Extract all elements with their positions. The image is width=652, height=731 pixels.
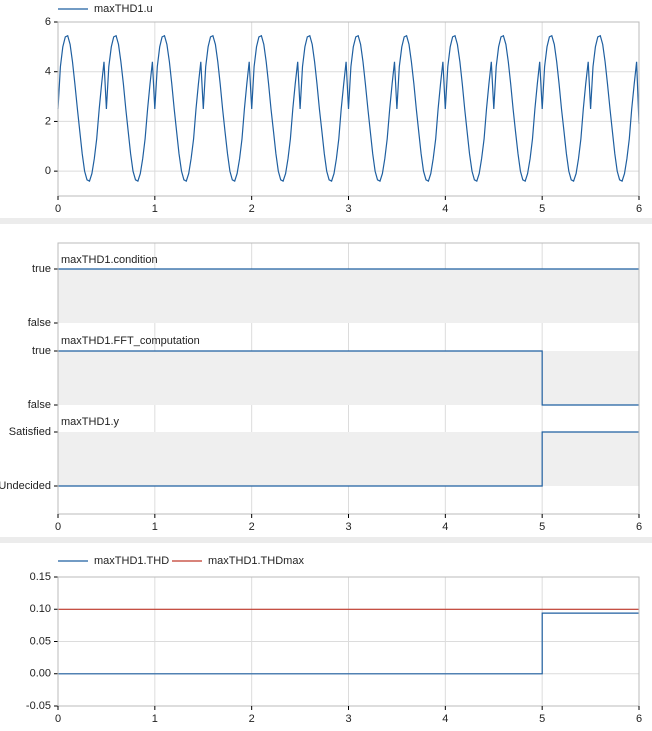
legend-label: maxTHD1.THDmax xyxy=(208,555,304,567)
y-level-label: Satisfied xyxy=(9,426,51,438)
y-tick-label: 4 xyxy=(45,66,51,78)
x-tick-label: 5 xyxy=(539,713,545,725)
x-tick-label: 5 xyxy=(539,203,545,215)
y-tick-label: 0.05 xyxy=(30,635,51,647)
signal-band xyxy=(58,432,639,486)
y-level-label: false xyxy=(28,399,51,411)
x-tick-label: 6 xyxy=(636,203,642,215)
step-line-maxTHD1-y xyxy=(58,431,639,487)
x-tick-label: 5 xyxy=(539,521,545,533)
x-tick-label: 1 xyxy=(152,713,158,725)
step-line-maxTHD1-FFT_computation xyxy=(58,350,639,406)
signal-band xyxy=(58,351,639,405)
x-tick-label: 2 xyxy=(249,713,255,725)
legend-label: maxTHD1.u xyxy=(94,3,153,15)
signal-label: maxTHD1.condition xyxy=(61,254,158,266)
y-level-label: true xyxy=(32,345,51,357)
x-tick-label: 0 xyxy=(55,521,61,533)
x-tick-label: 4 xyxy=(442,203,448,215)
x-tick-label: 0 xyxy=(55,203,61,215)
signal-label: maxTHD1.FFT_computation xyxy=(61,335,200,347)
x-tick-label: 4 xyxy=(442,521,448,533)
y-tick-label: 0.00 xyxy=(30,668,51,680)
y-tick-label: 0.10 xyxy=(30,603,51,615)
x-tick-label: 1 xyxy=(152,203,158,215)
legend-label: maxTHD1.THD xyxy=(94,555,169,567)
y-level-label: false xyxy=(28,317,51,329)
x-tick-label: 4 xyxy=(442,713,448,725)
x-tick-label: 1 xyxy=(152,521,158,533)
y-level-label: Undecided xyxy=(0,480,51,492)
y-tick-label: 6 xyxy=(45,16,51,28)
panel-divider-2 xyxy=(0,537,652,543)
y-level-label: true xyxy=(32,263,51,275)
series-line-maxTHD1-THD xyxy=(58,612,639,675)
signal-band xyxy=(58,269,639,323)
series-line-maxTHD1-u xyxy=(57,34,640,182)
x-tick-label: 2 xyxy=(249,203,255,215)
y-tick-label: 0.15 xyxy=(30,571,51,583)
x-tick-label: 6 xyxy=(636,713,642,725)
panel-divider-1 xyxy=(0,218,652,224)
x-tick-label: 3 xyxy=(345,203,351,215)
y-tick-label: 2 xyxy=(45,115,51,127)
signal-label: maxTHD1.y xyxy=(61,416,120,428)
y-tick-label: 0 xyxy=(45,165,51,177)
x-tick-label: 3 xyxy=(345,521,351,533)
x-tick-label: 3 xyxy=(345,713,351,725)
x-tick-label: 2 xyxy=(249,521,255,533)
x-tick-label: 0 xyxy=(55,713,61,725)
y-tick-label: -0.05 xyxy=(26,700,51,712)
x-tick-label: 6 xyxy=(636,521,642,533)
